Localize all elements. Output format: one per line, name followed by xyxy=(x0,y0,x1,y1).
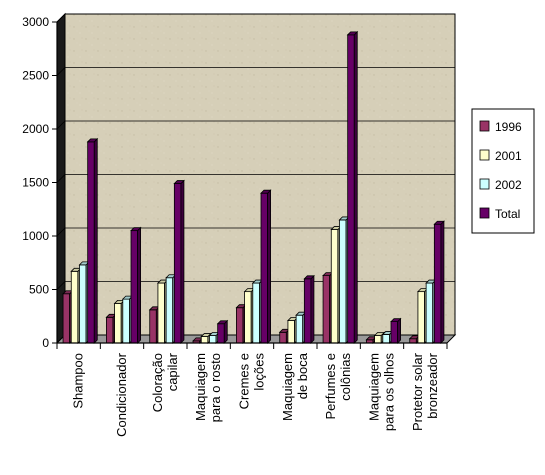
gridlines xyxy=(56,13,455,290)
x-tick-label: de boca xyxy=(295,352,310,399)
bar xyxy=(433,220,445,344)
gridline xyxy=(56,13,455,23)
x-tick-label: loções xyxy=(252,353,267,391)
x-tick-label: para o rosto xyxy=(208,353,223,422)
gridline xyxy=(56,67,455,76)
legend-label: 2001 xyxy=(495,149,522,163)
gridline xyxy=(56,174,455,183)
legend-swatch xyxy=(479,178,490,190)
legend-swatch xyxy=(479,120,490,132)
y-tick-label: 1500 xyxy=(22,176,49,190)
x-tick-label: Maquiagem xyxy=(193,353,208,421)
y-tick-label: 3000 xyxy=(22,15,49,29)
x-tick-labels: Shampoo Condicionador Coloração capilar Maqu… xyxy=(71,352,440,437)
axes xyxy=(52,21,448,349)
x-tick-label: Shampoo xyxy=(71,353,86,409)
y-tick-label: 0 xyxy=(42,336,49,350)
y-tick-labels: 0 500 1000 1500 2000 2500 3000 xyxy=(22,15,49,350)
bar xyxy=(408,334,421,344)
bars xyxy=(62,30,445,344)
x-tick-label: bronzeador xyxy=(425,352,440,418)
bar xyxy=(303,274,315,344)
y-tick-label: 2500 xyxy=(22,69,49,83)
bar xyxy=(173,179,185,344)
x-tick-label: Cremes e xyxy=(237,353,252,409)
legend-label: Total xyxy=(495,207,520,221)
bar xyxy=(86,137,99,344)
x-tick-label: capilar xyxy=(165,352,180,391)
x-tick-label: Condicionador xyxy=(114,352,129,437)
legend-swatch xyxy=(479,207,490,219)
x-tick-label: Coloração xyxy=(150,353,165,412)
gridline xyxy=(56,227,455,237)
x-tick-label: Perfumes e xyxy=(323,353,338,419)
bar xyxy=(260,189,272,344)
x-tick-label: para os olhos xyxy=(382,353,397,432)
bar xyxy=(346,30,359,344)
legend-label: 2002 xyxy=(495,178,522,192)
bar xyxy=(130,226,142,344)
legend-label: 1996 xyxy=(495,120,522,134)
bar xyxy=(390,317,402,344)
x-tick-label: Maquiagem xyxy=(280,353,295,421)
x-tick-label: Protetor solar xyxy=(410,352,425,431)
y-tick-label: 2000 xyxy=(22,122,49,136)
legend: 1996 2001 2002 Total xyxy=(471,108,535,234)
bar xyxy=(216,319,229,344)
legend-swatch xyxy=(479,149,490,161)
x-tick-label: colônias xyxy=(338,353,353,401)
y-tick-label: 1000 xyxy=(22,229,49,243)
y-tick-label: 500 xyxy=(29,283,49,297)
gridline xyxy=(56,120,455,130)
x-tick-label: Maquiagem xyxy=(367,353,382,421)
